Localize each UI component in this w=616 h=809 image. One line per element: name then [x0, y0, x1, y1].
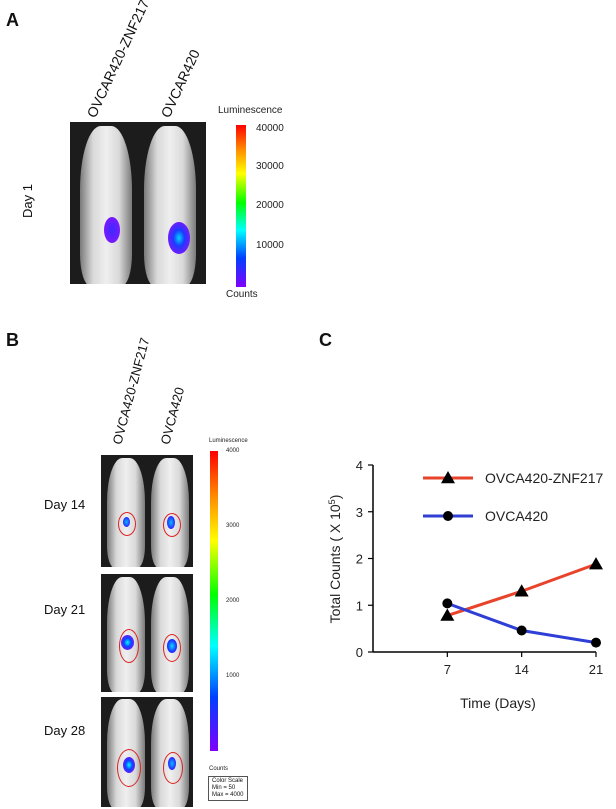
y-tick-label: 2	[356, 552, 363, 567]
color-scale-line: Min = 50	[212, 785, 236, 791]
x-tick-label: 7	[444, 662, 451, 677]
legend-marker	[443, 511, 453, 521]
y-tick-label: 0	[356, 645, 363, 660]
colorbar-tick: 1000	[226, 673, 240, 679]
luminescence-signal	[168, 757, 176, 770]
panel-b-day-label-28: Day 28	[44, 723, 86, 738]
panel-c-letter: C	[319, 330, 332, 350]
roi-circle	[163, 752, 183, 784]
luminescence-signal	[104, 217, 120, 243]
colorbar-tick: 30000	[256, 161, 284, 172]
chart-legend: OVCA420-ZNF217 OVCA420	[423, 470, 603, 524]
roi-circle	[163, 634, 181, 662]
y-tick-label: 4	[356, 458, 363, 473]
data-point	[591, 637, 601, 648]
luminescence-signal	[167, 516, 175, 529]
panel-b-color-scale-box: Color Scale Min = 50 Max = 4000	[208, 776, 248, 801]
roi-circle	[119, 629, 139, 663]
panel-b-colorbar	[210, 451, 218, 751]
panel-b-image-day-28	[101, 697, 193, 807]
luminescence-signal	[167, 639, 177, 653]
panel-b-colorbar-title: Luminescence	[209, 438, 248, 444]
y-tick-label: 1	[356, 598, 363, 613]
panel-b-image-day-14	[101, 455, 193, 567]
panel-c-line-chart: 0 1 2 3 4 7 14 21 OVCA420-ZNF217 OVCA420 Total C…	[327, 458, 603, 711]
y-axis-label: Total Counts ( X 105)	[327, 495, 343, 624]
panel-b-day-label-14: Day 14	[44, 497, 86, 512]
roi-circle	[117, 749, 141, 787]
colorbar-tick: 2000	[226, 598, 240, 604]
mouse-silhouette	[151, 458, 189, 567]
mouse-silhouette	[144, 126, 196, 284]
panel-b-column-label-2: OVCA420	[157, 385, 188, 446]
data-point	[442, 598, 453, 609]
panel-a-column-label-2: OVCAR420	[157, 46, 203, 120]
panel-a-bioluminescence-image	[70, 122, 206, 284]
y-tick-label: 3	[356, 505, 363, 520]
colorbar-tick: 20000	[256, 200, 284, 211]
color-scale-line: Max = 4000	[212, 792, 244, 798]
luminescence-signal	[121, 635, 134, 650]
colorbar-tick: 40000	[256, 123, 284, 134]
panel-a-letter: A	[6, 10, 19, 30]
panel-b-day-label-21: Day 21	[44, 602, 86, 617]
x-tick-label: 14	[514, 662, 528, 677]
colorbar-tick: 3000	[226, 523, 240, 529]
data-point	[440, 608, 455, 621]
colorbar-tick: 4000	[226, 448, 240, 454]
panel-a-colorbar-bottom-label: Counts	[226, 289, 258, 300]
x-tick-label: 21	[589, 662, 603, 677]
panel-a-day-label: Day 1	[20, 184, 35, 218]
data-point	[589, 557, 603, 570]
panel-b-image-day-21	[101, 574, 193, 692]
roi-circle	[163, 513, 181, 537]
chart-ticks: 0 1 2 3 4 7 14 21	[356, 458, 603, 677]
luminescence-signal	[123, 517, 130, 527]
luminescence-signal	[168, 222, 190, 254]
panel-a-colorbar	[236, 125, 246, 287]
legend-label: OVCA420	[485, 508, 548, 524]
mouse-silhouette	[80, 126, 132, 284]
luminescence-signal	[123, 757, 135, 773]
panel-b-column-label-1: OVCA420-ZNF217	[109, 336, 153, 446]
chart-axes	[372, 465, 596, 653]
color-scale-line: Color Scale	[212, 778, 244, 784]
legend-label: OVCA420-ZNF217	[485, 470, 603, 486]
chart-series	[440, 557, 603, 648]
colorbar-tick: 10000	[256, 240, 284, 251]
panel-a-colorbar-title: Luminescence	[218, 105, 283, 116]
panel-a-column-label-1: OVCAR420-ZNF217	[83, 0, 153, 120]
data-point	[516, 625, 527, 636]
x-axis-label: Time (Days)	[460, 695, 536, 711]
panel-b-letter: B	[6, 330, 19, 350]
data-point	[514, 584, 529, 597]
legend-marker	[441, 471, 455, 484]
panel-b-colorbar-bottom-label: Counts	[209, 766, 229, 772]
roi-circle	[118, 512, 136, 536]
